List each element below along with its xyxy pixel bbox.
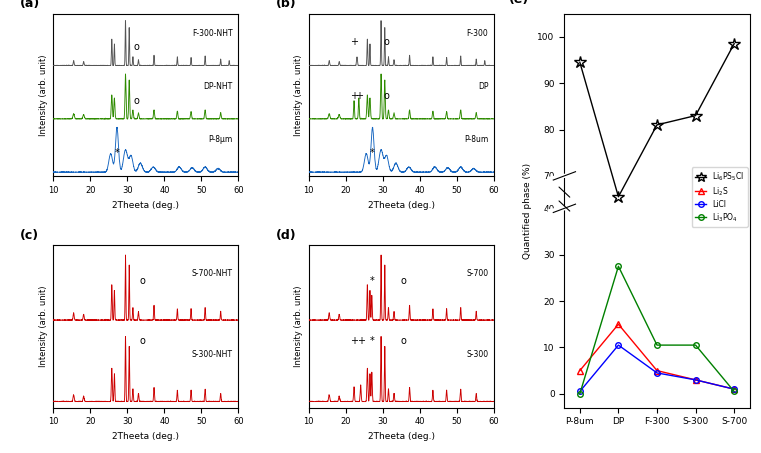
Text: o: o (400, 336, 406, 347)
Text: S-300-NHT: S-300-NHT (192, 350, 233, 359)
Text: o: o (134, 96, 139, 106)
Text: F-300-NHT: F-300-NHT (193, 29, 233, 38)
Text: o: o (400, 276, 406, 286)
Y-axis label: Intensity (arb. unit): Intensity (arb. unit) (39, 285, 48, 367)
Text: o: o (384, 37, 390, 47)
Text: *: * (369, 336, 374, 347)
Text: F-300: F-300 (466, 29, 489, 38)
Text: *: * (115, 148, 119, 158)
Text: +: + (357, 336, 365, 347)
Y-axis label: Quantified phase (%): Quantified phase (%) (523, 163, 532, 259)
X-axis label: 2Theeta (deg.): 2Theeta (deg.) (368, 432, 435, 441)
Text: *: * (369, 276, 374, 286)
Text: DP-NHT: DP-NHT (204, 82, 233, 91)
Text: DP: DP (478, 82, 489, 91)
Text: o: o (134, 42, 139, 52)
X-axis label: 2Theeta (deg.): 2Theeta (deg.) (113, 432, 180, 441)
Legend: Li$_6$PS$_5$Cl, Li$_2$S, LiCl, Li$_3$PO$_4$: Li$_6$PS$_5$Cl, Li$_2$S, LiCl, Li$_3$PO$… (692, 167, 747, 226)
Text: +: + (350, 37, 358, 47)
Text: S-300: S-300 (466, 350, 489, 359)
Y-axis label: Intensity (arb. unit): Intensity (arb. unit) (295, 54, 304, 136)
Text: (d): (d) (275, 229, 296, 241)
Text: o: o (384, 91, 390, 101)
Text: o: o (139, 336, 145, 347)
Text: (c): (c) (20, 229, 39, 241)
X-axis label: 2Theeta (deg.): 2Theeta (deg.) (113, 201, 180, 210)
Text: P-8μm: P-8μm (209, 135, 233, 145)
Text: +: + (350, 336, 358, 347)
Text: o: o (139, 276, 145, 286)
Text: S-700: S-700 (466, 269, 489, 278)
X-axis label: 2Theeta (deg.): 2Theeta (deg.) (368, 201, 435, 210)
Text: +: + (350, 91, 358, 101)
Text: (b): (b) (275, 0, 296, 10)
Text: P-8um: P-8um (464, 135, 489, 145)
Text: *: * (370, 148, 375, 158)
Text: +: + (355, 91, 363, 101)
Text: (e): (e) (509, 0, 529, 6)
Y-axis label: Intensity (arb. unit): Intensity (arb. unit) (39, 54, 48, 136)
Y-axis label: Intensity (arb. unit): Intensity (arb. unit) (295, 285, 304, 367)
Text: (a): (a) (20, 0, 40, 10)
Text: S-700-NHT: S-700-NHT (192, 269, 233, 278)
